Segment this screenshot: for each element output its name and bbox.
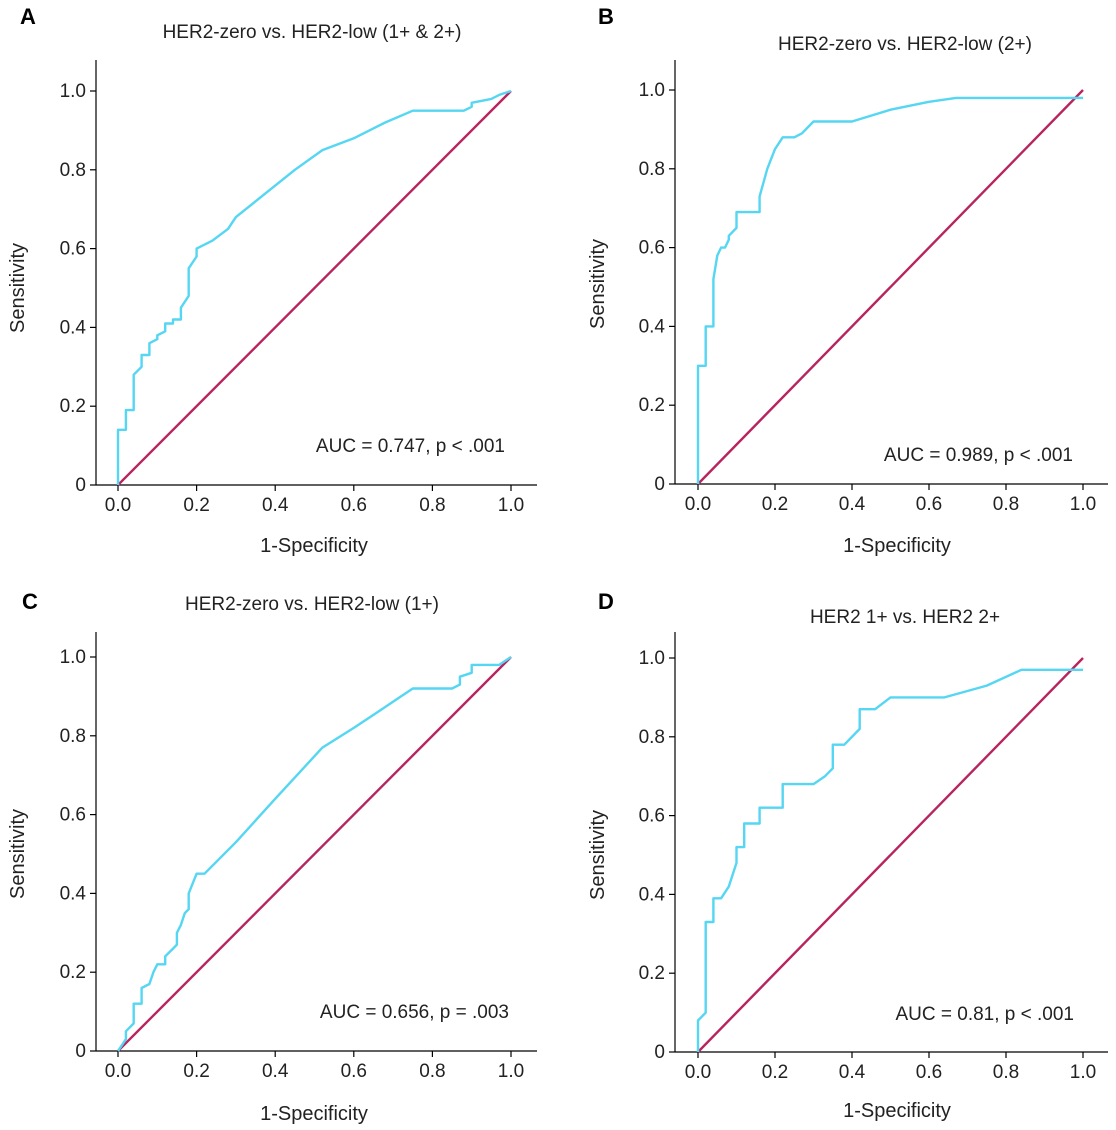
y-tick-label: 0.8 (639, 727, 665, 748)
auc-annotation: AUC = 0.656, p = .003 (320, 1002, 509, 1023)
x-tick-label: 0.6 (916, 494, 942, 515)
x-tick-label: 0.2 (183, 1061, 209, 1082)
panel-letter: C (22, 589, 38, 614)
y-tick-label: 0.6 (60, 805, 86, 826)
y-tick-label: 0.4 (60, 883, 87, 904)
y-tick-label: 1.0 (639, 80, 665, 101)
auc-annotation: AUC = 0.81, p < .001 (895, 1004, 1074, 1025)
y-tick-label: 0 (75, 475, 86, 496)
y-tick-label: 0.8 (60, 726, 86, 747)
y-tick-label: 1.0 (639, 648, 665, 669)
x-tick-label: 0.4 (839, 1062, 866, 1083)
x-tick-label: 0.8 (993, 1062, 1019, 1083)
x-axis-title: 1-Specificity (843, 1100, 951, 1122)
panel-a: 0 0.2 0.4 0.6 0.8 1.0 0.0 0.2 0.4 0.6 0.8 1.0 A HER2-… (7, 4, 537, 557)
x-axis-title: 1-Specificity (260, 535, 368, 557)
y-tick-label: 0.4 (60, 317, 87, 338)
panel-letter: A (20, 4, 36, 29)
reference-line (697, 89, 1084, 485)
x-tick-label: 0.2 (762, 1062, 788, 1083)
auc-annotation: AUC = 0.747, p < .001 (316, 436, 505, 457)
y-tick-label: 0.6 (639, 806, 665, 827)
panel-title: HER2-zero vs. HER2-low (1+) (185, 594, 439, 615)
y-axis-title: Sensitivity (587, 810, 609, 900)
x-tick-label: 0.0 (685, 494, 711, 515)
y-tick-label: 0.4 (639, 316, 666, 337)
x-axis-title: 1-Specificity (843, 535, 951, 557)
reference-line (697, 657, 1084, 1053)
x-tick-label: 0.6 (916, 1062, 942, 1083)
y-tick-label: 0.8 (60, 160, 86, 181)
y-tick-label: 0.2 (639, 963, 665, 984)
x-tick-label: 0.8 (993, 494, 1019, 515)
y-tick-label: 0.6 (639, 238, 665, 259)
panel-title: HER2 1+ vs. HER2 2+ (810, 607, 1000, 628)
x-tick-label: 0.4 (262, 495, 289, 516)
x-tick-label: 0.2 (762, 494, 788, 515)
y-tick-label: 0 (654, 1042, 665, 1063)
reference-line (117, 656, 512, 1052)
x-tick-label: 0.0 (105, 495, 131, 516)
y-tick-label: 0.4 (639, 884, 666, 905)
y-tick-label: 0.2 (60, 962, 86, 983)
x-tick-label: 0.4 (839, 494, 866, 515)
y-tick-label: 1.0 (60, 647, 86, 668)
panel-letter: D (598, 589, 614, 614)
panel-b: 0 0.2 0.4 0.6 0.8 1.0 0.0 0.2 0.4 0.6 0.8 1.0 B HER2-… (587, 4, 1108, 557)
y-tick-label: 0 (654, 474, 665, 495)
y-tick-label: 1.0 (60, 81, 86, 102)
x-tick-label: 0.8 (419, 495, 445, 516)
panel-d: 0 0.2 0.4 0.6 0.8 1.0 0.0 0.2 0.4 0.6 0.8 1.0 D HER2 … (587, 589, 1108, 1122)
x-tick-label: 0.6 (341, 1061, 367, 1082)
x-tick-label: 0.4 (262, 1061, 289, 1082)
y-tick-label: 0.8 (639, 159, 665, 180)
roc-curve (116, 89, 512, 485)
roc-curve (117, 656, 512, 1052)
roc-curve (696, 668, 1083, 1052)
y-tick-label: 0.2 (639, 395, 665, 416)
x-tick-label: 0.2 (183, 495, 209, 516)
y-tick-label: 0.2 (60, 396, 86, 417)
x-axis-title: 1-Specificity (260, 1103, 368, 1125)
panel-c: 0 0.2 0.4 0.6 0.8 1.0 0.0 0.2 0.4 0.6 0.8 1.0 C HER2-… (7, 589, 537, 1125)
y-axis-title: Sensitivity (7, 243, 29, 333)
panel-letter: B (598, 4, 614, 29)
y-tick-label: 0 (75, 1041, 86, 1062)
x-tick-label: 0.6 (341, 495, 367, 516)
y-axis-title: Sensitivity (7, 809, 29, 899)
auc-annotation: AUC = 0.989, p < .001 (884, 445, 1073, 466)
x-tick-label: 0.0 (685, 1062, 711, 1083)
x-tick-label: 0.0 (105, 1061, 131, 1082)
x-tick-label: 1.0 (498, 1061, 524, 1082)
x-tick-label: 0.8 (419, 1061, 445, 1082)
x-tick-label: 1.0 (1070, 494, 1096, 515)
reference-line (117, 90, 512, 486)
panel-title: HER2-zero vs. HER2-low (2+) (778, 34, 1032, 55)
roc-curve (696, 96, 1083, 484)
panel-title: HER2-zero vs. HER2-low (1+ & 2+) (163, 22, 462, 43)
x-tick-label: 1.0 (1070, 1062, 1096, 1083)
y-tick-label: 0.6 (60, 239, 86, 260)
y-axis-title: Sensitivity (587, 239, 609, 329)
x-tick-label: 1.0 (498, 495, 524, 516)
